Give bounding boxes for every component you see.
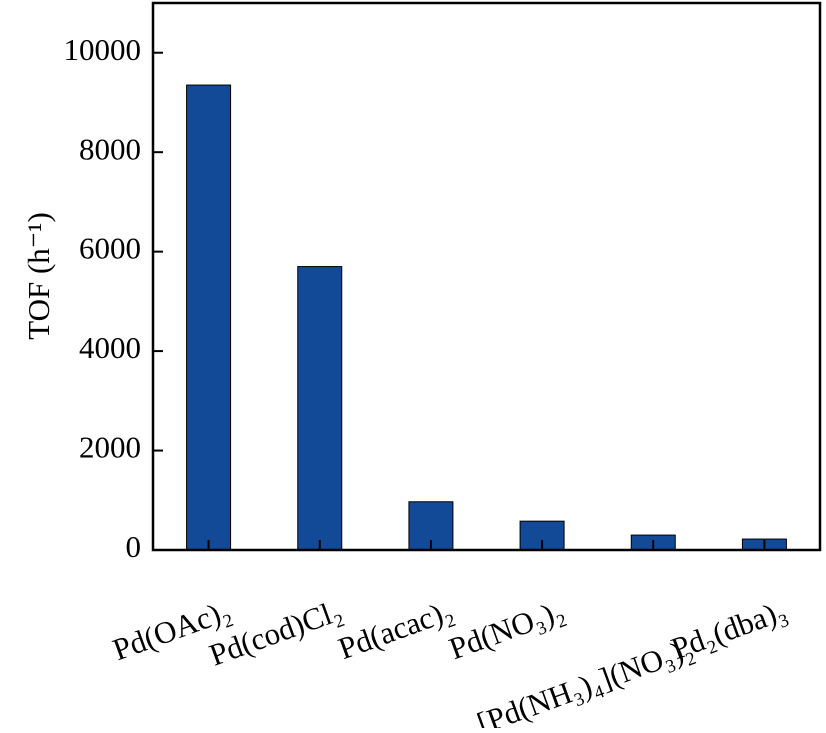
y-axis-label: TOF (h⁻¹) <box>21 212 56 340</box>
y-tick-label: 4000 <box>79 330 141 365</box>
bar <box>297 266 343 551</box>
bar <box>186 84 232 551</box>
y-tick-label: 2000 <box>79 430 141 465</box>
y-tick-label: 0 <box>126 529 142 564</box>
x-tick-label: Pd(NO₃)₂ <box>444 592 569 666</box>
y-tick-label: 8000 <box>79 131 141 166</box>
x-tick-label: Pd₂(dba)₃ <box>667 592 792 666</box>
x-tick-label: Pd(acac)₂ <box>334 592 458 666</box>
y-tick-label: 10000 <box>64 32 142 67</box>
y-tick-label: 6000 <box>79 231 141 266</box>
plot-frame <box>151 1 822 552</box>
